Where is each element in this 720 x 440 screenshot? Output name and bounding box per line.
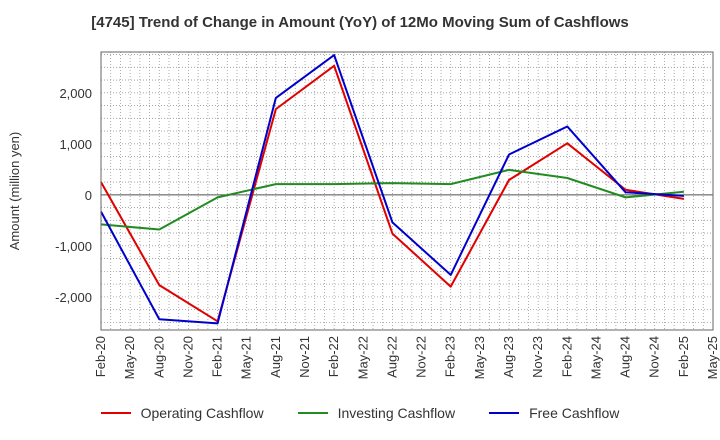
legend-label: Free Cashflow <box>529 405 620 421</box>
plot-frame <box>100 51 714 331</box>
x-tick-label: Aug-21 <box>268 336 283 378</box>
legend-item: Free Cashflow <box>489 405 619 421</box>
x-tick-label: May-22 <box>355 336 370 379</box>
chart-title: [4745] Trend of Change in Amount (YoY) o… <box>91 14 629 31</box>
x-tick-label: Aug-22 <box>384 336 399 378</box>
series-layer <box>100 54 685 325</box>
x-tick-label: Aug-24 <box>618 336 633 378</box>
legend: Operating Cashflow Investing Cashflow Free… <box>0 405 720 421</box>
x-tick-label: Feb-25 <box>676 336 691 377</box>
legend-swatch <box>489 412 520 414</box>
y-tick-label: 1,000 <box>59 137 92 152</box>
x-tick-label: Nov-21 <box>297 336 312 378</box>
x-tick-label: May-24 <box>588 336 603 379</box>
x-tick-label: Nov-23 <box>530 336 545 378</box>
x-tick-label: Feb-23 <box>443 336 458 377</box>
x-tick-label: May-20 <box>122 336 137 379</box>
x-tick-label: May-21 <box>239 336 254 379</box>
series-line-operating-cashflow <box>100 64 685 323</box>
x-tick-label: Nov-22 <box>414 336 429 378</box>
y-axis-label: Amount (million yen) <box>7 132 22 251</box>
legend-swatch <box>297 412 328 414</box>
series-line-free-cashflow <box>100 54 684 325</box>
x-tick-label: Feb-24 <box>559 336 574 377</box>
x-tick-label: Nov-24 <box>647 336 662 378</box>
legend-item: Investing Cashflow <box>297 405 456 421</box>
y-tick-label: 2,000 <box>59 86 92 101</box>
x-tick-label: Nov-20 <box>180 336 195 378</box>
legend-item: Operating Cashflow <box>100 405 264 421</box>
x-tick-label: Aug-20 <box>151 336 166 378</box>
tick-layer: 2,000 1,000 0 -1,000 -2,000 Feb-20 May-20 Aug-2… <box>55 86 720 380</box>
x-tick-label: Feb-21 <box>210 336 225 377</box>
legend-label: Investing Cashflow <box>337 405 456 421</box>
grid-layer <box>100 52 714 330</box>
x-tick-label: May-25 <box>705 336 720 379</box>
y-tick-label: 0 <box>85 188 92 203</box>
legend-label: Operating Cashflow <box>140 405 264 421</box>
x-tick-label: May-23 <box>472 336 487 379</box>
legend-swatch <box>100 412 131 414</box>
y-tick-label: -1,000 <box>55 239 92 254</box>
y-tick-label: -2,000 <box>55 290 92 305</box>
x-tick-label: Aug-23 <box>501 336 516 378</box>
x-tick-label: Feb-20 <box>93 336 108 377</box>
x-tick-label: Feb-22 <box>326 336 341 377</box>
series-line-investing-cashflow <box>100 168 684 231</box>
